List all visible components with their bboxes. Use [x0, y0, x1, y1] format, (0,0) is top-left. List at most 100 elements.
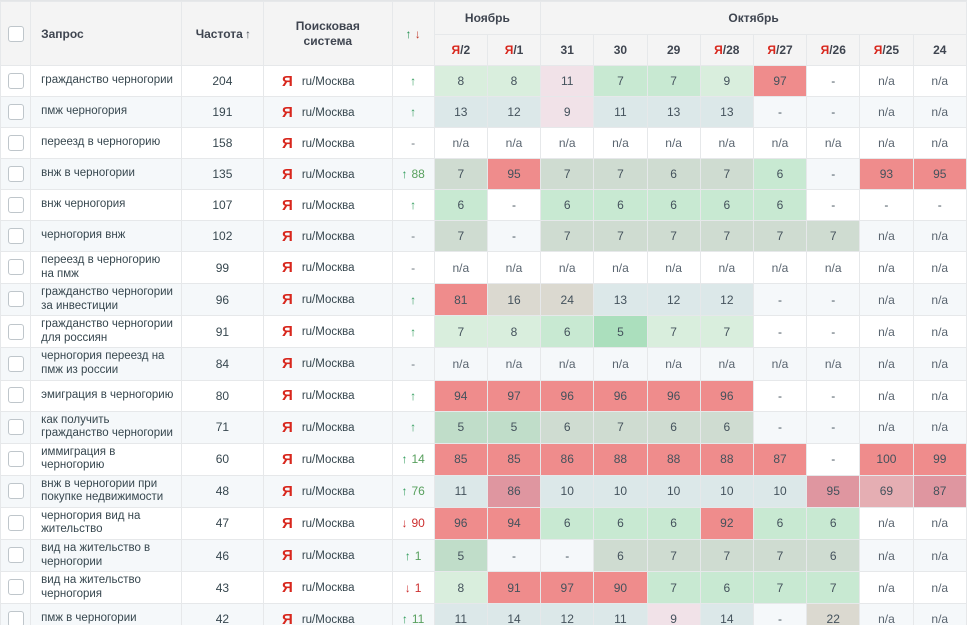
position-cell[interactable]: 6	[433, 189, 488, 221]
position-cell[interactable]: 6	[540, 315, 595, 349]
position-cell[interactable]: 96	[699, 379, 754, 412]
query-text[interactable]: гражданство черногории для россиян	[41, 318, 173, 344]
position-cell[interactable]: 94	[433, 379, 488, 412]
row-checkbox[interactable]	[7, 418, 24, 435]
date-column-header[interactable]: Я/25	[859, 34, 914, 66]
position-cell[interactable]: 6	[540, 506, 595, 541]
position-cell[interactable]: 16	[486, 283, 542, 317]
query-text[interactable]: вид на жительство черногория	[41, 574, 141, 600]
row-checkbox[interactable]	[7, 387, 24, 404]
position-cell[interactable]: 96	[433, 506, 488, 541]
position-cell[interactable]: 7	[540, 158, 595, 190]
position-cell[interactable]: 6	[540, 410, 595, 444]
position-cell[interactable]: 12	[486, 96, 542, 128]
position-cell[interactable]: -	[806, 442, 861, 476]
position-cell[interactable]: 11	[593, 603, 648, 625]
position-cell[interactable]: n/a	[646, 347, 701, 381]
position-cell[interactable]: 100	[859, 442, 914, 476]
position-cell[interactable]: n/a	[593, 250, 648, 285]
position-cell[interactable]: 85	[486, 442, 542, 476]
position-cell[interactable]: 7	[646, 315, 701, 349]
position-cell[interactable]: 6	[699, 571, 754, 605]
position-cell[interactable]: 7	[433, 220, 488, 252]
position-cell[interactable]: n/a	[912, 506, 967, 541]
row-checkbox[interactable]	[7, 291, 24, 308]
position-cell[interactable]: -	[806, 283, 861, 317]
position-cell[interactable]: n/a	[540, 127, 595, 159]
position-cell[interactable]: 96	[540, 379, 595, 412]
position-cell[interactable]: 7	[752, 538, 808, 573]
position-cell[interactable]: 81	[433, 283, 488, 317]
position-cell[interactable]: 9	[540, 96, 595, 128]
position-cell[interactable]: n/a	[752, 250, 808, 285]
position-cell[interactable]: n/a	[593, 347, 648, 381]
position-cell[interactable]: 6	[646, 189, 701, 221]
query-text[interactable]: черногория переезд на пмж из россии	[41, 350, 165, 376]
position-cell[interactable]: 97	[752, 65, 808, 97]
position-cell[interactable]: 6	[593, 506, 648, 541]
position-cell[interactable]: 6	[752, 189, 808, 221]
position-cell[interactable]: -	[859, 189, 914, 221]
position-cell[interactable]: n/a	[486, 347, 542, 381]
date-column-header[interactable]: 29	[646, 34, 701, 66]
query-text[interactable]: гражданство черногории	[41, 74, 173, 87]
position-cell[interactable]: n/a	[699, 127, 754, 159]
position-cell[interactable]: 95	[486, 158, 542, 190]
position-cell[interactable]: 9	[699, 65, 754, 97]
position-cell[interactable]: 92	[699, 506, 754, 541]
position-cell[interactable]: 8	[486, 65, 542, 97]
position-cell[interactable]: n/a	[752, 127, 808, 159]
position-cell[interactable]: 6	[593, 189, 648, 221]
position-cell[interactable]: 90	[593, 571, 648, 605]
position-cell[interactable]: n/a	[912, 315, 967, 349]
position-cell[interactable]: 7	[699, 158, 754, 190]
position-cell[interactable]: n/a	[806, 127, 861, 159]
column-header-query[interactable]: Запрос	[30, 1, 182, 66]
position-cell[interactable]: -	[752, 379, 808, 412]
position-cell[interactable]: n/a	[433, 347, 488, 381]
query-text[interactable]: пмж в черногории	[41, 612, 137, 625]
position-cell[interactable]: 5	[593, 315, 648, 349]
position-cell[interactable]: 97	[540, 571, 595, 605]
position-cell[interactable]: n/a	[859, 315, 914, 349]
position-cell[interactable]: 7	[752, 220, 808, 252]
position-cell[interactable]: 7	[593, 65, 648, 97]
position-cell[interactable]: n/a	[752, 347, 808, 381]
position-cell[interactable]: 7	[699, 220, 754, 252]
position-cell[interactable]: 11	[433, 474, 488, 508]
row-checkbox[interactable]	[7, 450, 24, 467]
position-cell[interactable]: 6	[646, 506, 701, 541]
position-cell[interactable]: 7	[699, 538, 754, 573]
position-cell[interactable]: n/a	[859, 571, 914, 605]
position-cell[interactable]: 86	[540, 442, 595, 476]
position-cell[interactable]: n/a	[433, 250, 488, 285]
position-cell[interactable]: 94	[486, 506, 542, 541]
position-cell[interactable]: 10	[752, 474, 808, 508]
query-text[interactable]: внж черногория	[41, 198, 126, 211]
position-cell[interactable]: 13	[433, 96, 488, 128]
position-cell[interactable]: 8	[486, 315, 542, 349]
query-text[interactable]: эмиграция в черногорию	[41, 388, 174, 401]
position-cell[interactable]: n/a	[912, 347, 967, 381]
position-cell[interactable]: 6	[540, 189, 595, 221]
position-cell[interactable]: 9	[646, 603, 701, 625]
position-cell[interactable]: 6	[699, 189, 754, 221]
position-cell[interactable]: n/a	[540, 347, 595, 381]
position-cell[interactable]: -	[806, 379, 861, 412]
position-cell[interactable]: 6	[806, 538, 861, 573]
position-cell[interactable]: n/a	[912, 410, 967, 444]
row-checkbox[interactable]	[7, 515, 24, 532]
position-cell[interactable]: 95	[806, 474, 861, 508]
position-cell[interactable]: 88	[593, 442, 648, 476]
position-cell[interactable]: 8	[433, 65, 488, 97]
position-cell[interactable]: 85	[433, 442, 488, 476]
position-cell[interactable]: 7	[646, 571, 701, 605]
position-cell[interactable]: 10	[646, 474, 701, 508]
position-cell[interactable]: 87	[752, 442, 808, 476]
position-cell[interactable]: 6	[646, 410, 701, 444]
position-cell[interactable]: 88	[699, 442, 754, 476]
position-cell[interactable]: -	[540, 538, 595, 573]
position-cell[interactable]: 7	[646, 220, 701, 252]
row-checkbox[interactable]	[7, 579, 24, 596]
position-cell[interactable]: 7	[806, 571, 861, 605]
